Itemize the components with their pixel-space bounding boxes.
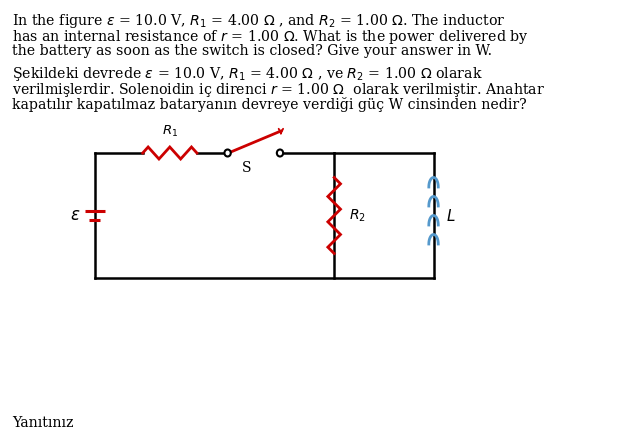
Text: In the figure $\varepsilon$ = 10.0 V, $R_1$ = 4.00 $\Omega$ , and $R_2$ = 1.00 $: In the figure $\varepsilon$ = 10.0 V, $R… (12, 12, 505, 30)
Text: $L$: $L$ (446, 207, 456, 224)
Circle shape (224, 150, 231, 156)
Text: the battery as soon as the switch is closed? Give your answer in W.: the battery as soon as the switch is clo… (12, 44, 492, 58)
Text: kapatılır kapatılmaz bataryanın devreye verdiği güç W cinsinden nedir?: kapatılır kapatılmaz bataryanın devreye … (12, 97, 526, 112)
Text: S: S (242, 161, 251, 175)
Text: Şekildeki devrede $\varepsilon$ = 10.0 V, $R_1$ = 4.00 $\Omega$ , ve $R_2$ = 1.0: Şekildeki devrede $\varepsilon$ = 10.0 V… (12, 65, 482, 83)
Circle shape (277, 150, 283, 156)
Text: Yanıtınız: Yanıtınız (12, 416, 74, 430)
Text: has an internal resistance of $r$ = 1.00 $\Omega$. What is the power delivered b: has an internal resistance of $r$ = 1.00… (12, 28, 528, 46)
Text: verilmişlerdir. Solenoidin iç direnci $r$ = 1.00 $\Omega$  olarak verilmiştir. A: verilmişlerdir. Solenoidin iç direnci $r… (12, 81, 545, 99)
Text: $R_1$: $R_1$ (162, 124, 178, 139)
Text: $\varepsilon$: $\varepsilon$ (70, 207, 80, 224)
Text: $R_2$: $R_2$ (349, 207, 366, 224)
